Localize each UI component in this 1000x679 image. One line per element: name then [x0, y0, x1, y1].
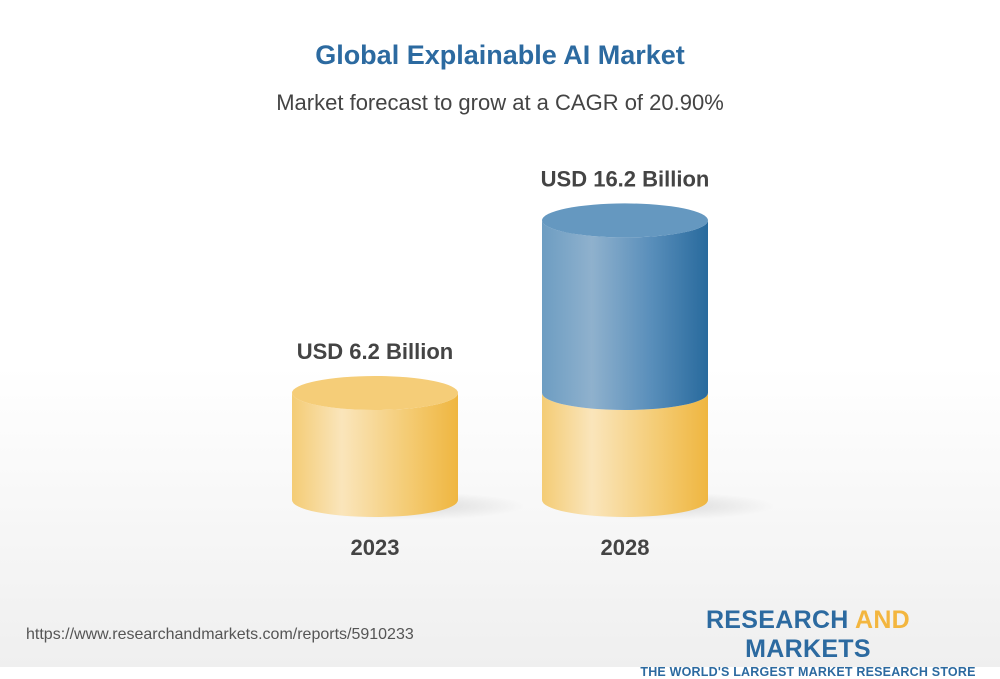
research-and-markets-logo: RESEARCH AND MARKETS THE WORLD'S LARGEST… — [640, 606, 976, 679]
logo-part1: RESEARCH — [705, 606, 855, 634]
cylinder-growth-2028 — [542, 220, 708, 410]
chart-subtitle: Market forecast to grow at a CAGR of 20.… — [276, 90, 724, 115]
cylinder-top-2028 — [542, 203, 708, 238]
data-label-2023: USD 6.2 Billion — [297, 339, 453, 364]
category-label-2023: 2023 — [351, 535, 400, 560]
data-label-2028: USD 16.2 Billion — [541, 166, 710, 191]
logo-part3: MARKETS — [745, 635, 871, 663]
logo-part2: AND — [854, 606, 911, 634]
logo-tagline: THE WORLD'S LARGEST MARKET RESEARCH STOR… — [640, 665, 976, 679]
cylinder-top-2023 — [292, 376, 458, 410]
cylinder-base-2023 — [292, 393, 458, 517]
source-url[interactable]: https://www.researchandmarkets.com/repor… — [26, 626, 414, 643]
chart-title: Global Explainable AI Market — [315, 40, 685, 70]
cylinder-base-2028 — [542, 393, 708, 517]
category-label-2028: 2028 — [601, 535, 650, 560]
cylinder-chart: USD 6.2 Billion USD 16.2 Billion 2023 20… — [292, 166, 775, 560]
